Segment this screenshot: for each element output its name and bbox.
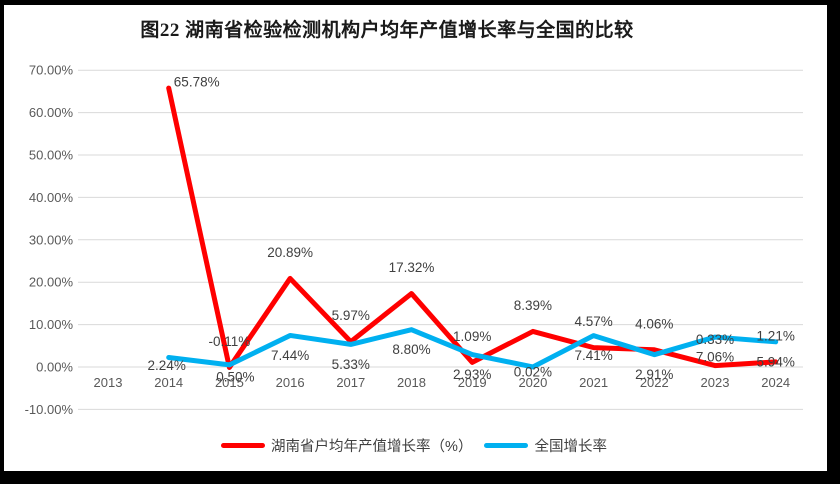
data-label: 7.44% [271, 348, 309, 363]
y-axis-tick-label: 0.00% [36, 360, 73, 375]
data-label: 65.78% [174, 75, 220, 90]
data-label: 0.02% [514, 364, 552, 379]
legend-label-hunan: 湖南省户均年产值增长率（%） [271, 439, 473, 455]
x-axis-year-label: 2021 [579, 375, 608, 390]
y-axis-tick-label: 50.00% [29, 148, 74, 163]
legend-line-hunan-icon [221, 443, 266, 448]
x-axis-year-label: 2023 [701, 375, 730, 390]
x-axis-year-label: 2018 [397, 375, 426, 390]
x-axis-year-label: 2015 [215, 375, 244, 390]
data-label: 5.33% [332, 357, 370, 372]
data-label: 4.06% [635, 316, 673, 331]
data-label: 17.32% [389, 260, 435, 275]
data-label: 5.94% [757, 354, 795, 369]
data-label: 5.97% [332, 308, 370, 323]
x-axis-year-label: 2019 [458, 375, 487, 390]
x-axis-year-label: 2020 [518, 375, 547, 390]
x-axis-year-label: 2014 [154, 375, 183, 390]
data-label: 2.93% [453, 367, 491, 382]
data-label: 8.39% [514, 298, 552, 313]
legend-line-national-icon [484, 443, 529, 448]
data-label: 2.91% [635, 367, 673, 382]
data-label: 1.21% [757, 328, 795, 343]
data-label: 8.80% [392, 342, 430, 357]
legend-label-national: 全国增长率 [534, 439, 607, 455]
legend-item-national: 全国增长率 [484, 435, 607, 456]
x-axis-year-label: 2013 [94, 375, 123, 390]
data-label: 7.41% [574, 348, 612, 363]
x-axis-year-label: 2016 [276, 375, 305, 390]
y-axis-tick-label: 10.00% [29, 317, 74, 332]
data-label: 0.50% [216, 369, 254, 384]
y-axis-tick-label: 70.00% [29, 63, 74, 78]
series-line-hunan [166, 85, 779, 370]
y-axis-tick-label: 20.00% [29, 275, 74, 290]
data-label: 1.09% [453, 329, 491, 344]
legend-item-hunan: 湖南省户均年产值增长率（%） [221, 435, 472, 456]
x-axis-year-label: 2024 [761, 375, 790, 390]
y-axis-tick-label: 40.00% [29, 190, 74, 205]
chart-title: 图22 湖南省检验检测机构户均年产值增长率与全国的比较 [140, 20, 634, 41]
data-label: -0.11% [209, 334, 251, 349]
y-axis-tick-label: -10.00% [25, 402, 74, 417]
x-axis-year-label: 2022 [640, 375, 669, 390]
y-axis-tick-label: 60.00% [29, 105, 74, 120]
chart-legend: 湖南省户均年产值增长率（%） 全国增长率 [0, 435, 828, 456]
y-axis-tick-label: 30.00% [29, 232, 74, 247]
data-label: 7.06% [696, 350, 734, 365]
x-axis-year-label: 2017 [336, 375, 365, 390]
data-label: 0.33% [696, 332, 734, 347]
series-line-national [166, 327, 779, 370]
data-label: 4.57% [574, 314, 612, 329]
data-label: 2.24% [148, 358, 186, 373]
data-label: 20.89% [267, 245, 313, 260]
